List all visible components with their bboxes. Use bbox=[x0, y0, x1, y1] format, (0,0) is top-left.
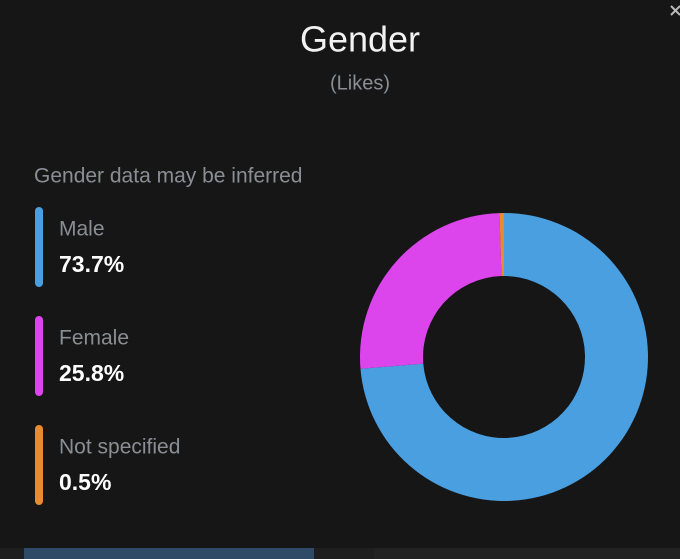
legend-value: 25.8% bbox=[59, 360, 124, 386]
donut-segment bbox=[360, 213, 649, 502]
donut-segment bbox=[360, 213, 502, 369]
chart-title: Gender bbox=[300, 19, 420, 60]
note: Gender data may be inferred bbox=[34, 165, 303, 188]
legend-label: Female bbox=[59, 327, 129, 350]
legend-value: 0.5% bbox=[59, 469, 111, 495]
legend-swatch bbox=[35, 207, 43, 287]
donut-segment bbox=[499, 213, 504, 277]
legend-label: Not specified bbox=[59, 436, 180, 459]
legend-label: Male bbox=[59, 218, 105, 241]
legend-swatch bbox=[35, 425, 43, 505]
legend-swatch bbox=[35, 316, 43, 396]
bottom-strip bbox=[0, 548, 680, 559]
close-icon[interactable] bbox=[670, 5, 680, 16]
chart-subtitle: (Likes) bbox=[330, 72, 390, 94]
legend-value: 73.7% bbox=[59, 251, 124, 277]
